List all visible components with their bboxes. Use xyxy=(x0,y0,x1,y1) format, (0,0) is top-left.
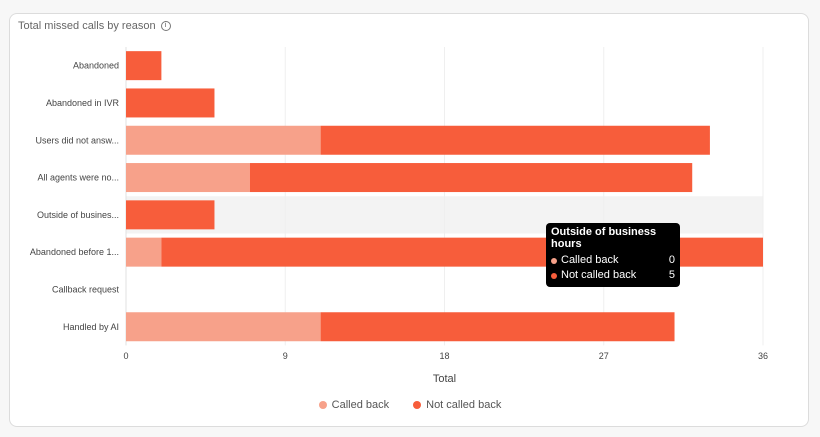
tooltip-label: Not called back xyxy=(561,269,637,281)
chart-title-text: Total missed calls by reason xyxy=(18,20,156,32)
bar-segment[interactable] xyxy=(126,125,321,155)
x-tick-label: 36 xyxy=(758,351,768,361)
legend: Called back Not called back xyxy=(0,399,820,411)
y-category-label: Callback request xyxy=(52,284,120,294)
x-tick-label: 27 xyxy=(599,351,609,361)
bar-segment[interactable] xyxy=(126,88,215,118)
y-category-label: Handled by AI xyxy=(63,322,119,332)
x-axis-label: Total xyxy=(433,373,456,385)
tooltip-row: Not called back 5 xyxy=(551,268,675,283)
y-category-label: Abandoned before 1... xyxy=(30,247,119,257)
x-tick-label: 9 xyxy=(283,351,288,361)
tooltip-row: Called back 0 xyxy=(551,253,675,268)
legend-swatch xyxy=(318,401,327,409)
bar-segment[interactable] xyxy=(320,312,675,342)
info-icon[interactable]: i xyxy=(160,21,171,31)
bar-segment[interactable] xyxy=(126,312,321,342)
bar-segment[interactable] xyxy=(126,163,250,193)
legend-label: Called back xyxy=(331,399,390,411)
bar-segment[interactable] xyxy=(126,237,162,267)
y-category-label: Abandoned xyxy=(73,61,119,71)
y-category-label: Users did not answ... xyxy=(35,135,119,145)
y-category-label: Outside of busines... xyxy=(37,210,119,220)
y-category-label: Abandoned in IVR xyxy=(46,98,120,108)
legend-item-called-back[interactable]: Called back xyxy=(318,399,390,411)
bar-segment[interactable] xyxy=(320,125,710,155)
bar-segment[interactable] xyxy=(249,163,693,193)
tooltip-label: Called back xyxy=(561,254,619,266)
tooltip-swatch xyxy=(551,272,557,279)
bar-segment[interactable] xyxy=(126,200,215,230)
tooltip: Outside of business hours Called back 0 N… xyxy=(546,223,680,287)
x-tick-label: 0 xyxy=(123,351,128,361)
tooltip-title: Outside of business hours xyxy=(551,226,657,250)
legend-label: Not called back xyxy=(426,399,502,411)
y-category-label: All agents were no... xyxy=(37,173,119,183)
legend-item-not-called-back[interactable]: Not called back xyxy=(413,399,501,411)
tooltip-swatch xyxy=(551,257,557,264)
tooltip-value: 0 xyxy=(668,254,675,266)
chart-title: Total missed calls by reason i xyxy=(18,20,171,32)
legend-swatch xyxy=(413,401,422,409)
tooltip-value: 5 xyxy=(668,269,675,281)
x-tick-label: 18 xyxy=(439,351,449,361)
bar-segment[interactable] xyxy=(126,51,162,81)
